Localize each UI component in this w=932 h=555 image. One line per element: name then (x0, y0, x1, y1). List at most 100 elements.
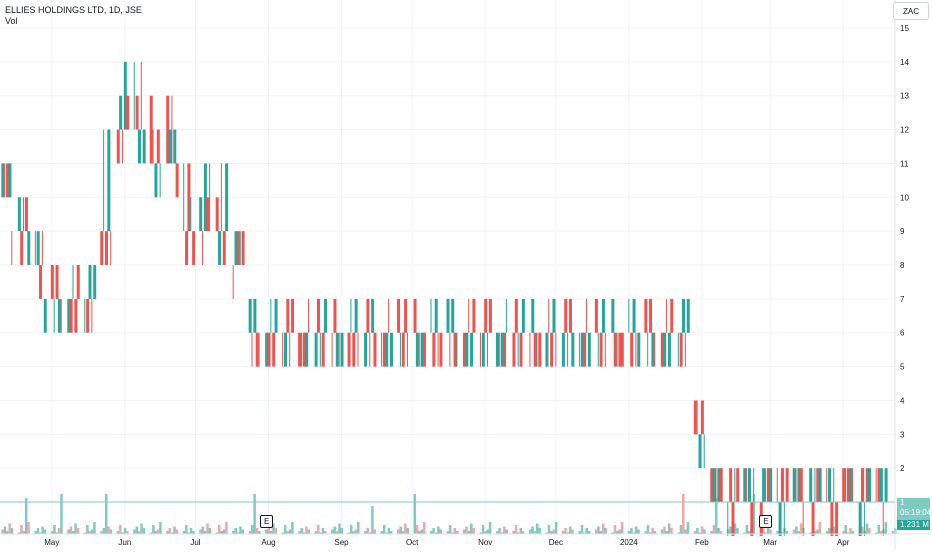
volume-bar (335, 531, 339, 534)
volume-price-tag: 1.231 M (897, 520, 930, 530)
volume-bar (879, 531, 883, 534)
volume-bar (27, 522, 30, 534)
volume-bar (733, 523, 737, 534)
price-bar (104, 231, 108, 266)
volume-bar (828, 528, 831, 534)
price-bar (107, 129, 111, 232)
volume-bar (618, 529, 621, 534)
volume-bar (90, 529, 94, 534)
currency-badge[interactable]: ZAC (893, 2, 929, 20)
y-tick-label: 4 (900, 396, 905, 405)
volume-bar (813, 531, 817, 534)
earnings-marker[interactable]: E (759, 515, 773, 528)
volume-bar (561, 531, 565, 534)
volume-bar (288, 529, 292, 534)
volume-bar (696, 528, 699, 534)
volume-bar (267, 526, 270, 534)
price-bar (877, 468, 881, 503)
volume-bar (283, 525, 287, 534)
volume-bar (849, 528, 852, 534)
volume-bar (385, 532, 388, 534)
price-bar (135, 95, 139, 130)
volume-bar (22, 531, 26, 534)
volume-bar (844, 525, 848, 534)
price-bar (255, 332, 259, 367)
price-bar (766, 468, 770, 503)
price-bar (792, 468, 796, 503)
price-bar (809, 468, 813, 503)
grid (0, 0, 895, 534)
price-bar (39, 265, 43, 299)
volume-bar (236, 532, 240, 534)
price-bar (422, 332, 426, 367)
volume-bar (580, 525, 584, 534)
volume-bar (208, 528, 212, 534)
volume-bar (119, 525, 122, 534)
volume-bar (700, 526, 704, 534)
price-bar (74, 298, 78, 333)
volume-bar (307, 529, 311, 534)
price-bar (434, 298, 438, 333)
volume-bar (521, 531, 525, 534)
volume-bar (465, 526, 468, 534)
volume-bar (116, 531, 120, 534)
price-bar (225, 163, 229, 232)
price-bar (799, 468, 803, 503)
price-bar (137, 129, 141, 164)
price-bar (682, 298, 686, 333)
volume-bar (104, 494, 108, 534)
volume-bar (222, 529, 226, 534)
price-bar (637, 332, 641, 367)
volume-bar (258, 531, 261, 534)
volume-bar (799, 523, 803, 534)
volume-bar (717, 528, 720, 534)
price-bar (451, 298, 455, 333)
y-tick-label: 2 (900, 464, 905, 473)
volume-bar (286, 531, 289, 534)
price-bar (199, 197, 203, 232)
volume-bar (663, 526, 666, 534)
price-bar (50, 265, 54, 299)
volume-legend[interactable]: Vol (5, 16, 18, 26)
price-bar (185, 231, 189, 266)
price-bar (27, 231, 31, 266)
volume-bar (715, 498, 718, 534)
price-bar (156, 129, 160, 164)
price-bar (187, 163, 191, 232)
price-bar (828, 468, 832, 503)
volume-bar (825, 531, 829, 534)
price-bar (580, 332, 584, 367)
volume-bar (1, 529, 4, 534)
price-bar (215, 197, 219, 232)
chart-title[interactable]: ELLIES HOLDINGS LTD, 1D, JSE (5, 5, 142, 15)
volume-bar (667, 523, 671, 534)
x-tick-label: Jun (118, 538, 131, 547)
volume-bar (797, 531, 800, 534)
volume-bar (298, 531, 301, 534)
price-bar (126, 95, 130, 130)
x-tick-label: Jul (190, 538, 200, 547)
price-bar (865, 468, 869, 503)
volume-bar (272, 523, 275, 534)
price-bar (265, 332, 269, 367)
price-bar (470, 332, 474, 367)
volume-bar (769, 529, 772, 534)
volume-bar (453, 528, 457, 534)
y-tick-label: 13 (900, 92, 909, 101)
volume-bar (710, 531, 713, 534)
volume-bar (251, 525, 254, 534)
volume-bar (604, 528, 607, 534)
volume-bar (67, 529, 70, 534)
volume-bar (514, 525, 518, 534)
volume-bar (462, 529, 466, 534)
volume-bar (764, 532, 767, 534)
volume-bar (418, 531, 421, 534)
earnings-marker[interactable]: E (260, 515, 274, 528)
volume-bar (83, 532, 87, 534)
price-bar (253, 298, 257, 333)
price-bar (712, 468, 716, 503)
volume-bar (745, 525, 749, 534)
volume-bar (587, 531, 591, 534)
